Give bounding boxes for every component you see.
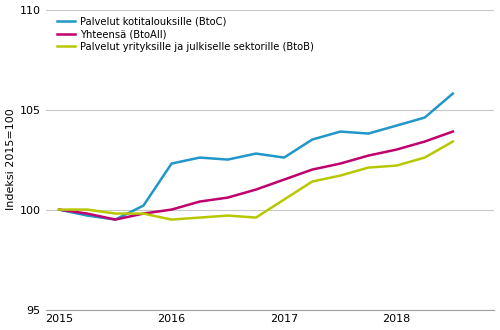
Palvelut yrityksille ja julkiselle sektorille (BtoB) [196,215,202,219]
Yhteensä (BtoAll) [281,178,287,182]
Palvelut yrityksille ja julkiselle sektorille (BtoB) [140,212,146,215]
Palvelut kotitalouksille (BtoC) [56,208,62,212]
Palvelut yrityksille ja julkiselle sektorille (BtoB) [56,208,62,212]
Palvelut yrityksille ja julkiselle sektorille (BtoB) [112,212,118,215]
Palvelut kotitalouksille (BtoC) [196,155,202,159]
Palvelut kotitalouksille (BtoC) [84,214,90,217]
Yhteensä (BtoAll) [253,187,259,191]
Yhteensä (BtoAll) [84,212,90,215]
Palvelut yrityksille ja julkiselle sektorille (BtoB) [422,155,428,159]
Palvelut yrityksille ja julkiselle sektorille (BtoB) [366,166,372,170]
Palvelut yrityksille ja julkiselle sektorille (BtoB) [225,214,231,217]
Y-axis label: Indeksi 2015=100: Indeksi 2015=100 [6,109,16,211]
Palvelut kotitalouksille (BtoC) [140,204,146,208]
Palvelut kotitalouksille (BtoC) [366,132,372,136]
Palvelut yrityksille ja julkiselle sektorille (BtoB) [394,164,400,168]
Yhteensä (BtoAll) [225,196,231,200]
Palvelut kotitalouksille (BtoC) [253,151,259,155]
Yhteensä (BtoAll) [309,168,315,172]
Palvelut kotitalouksille (BtoC) [422,115,428,119]
Palvelut yrityksille ja julkiselle sektorille (BtoB) [168,217,174,221]
Legend: Palvelut kotitalouksille (BtoC), Yhteensä (BtoAll), Palvelut yrityksille ja julk: Palvelut kotitalouksille (BtoC), Yhteens… [55,15,316,53]
Yhteensä (BtoAll) [422,140,428,144]
Palvelut yrityksille ja julkiselle sektorille (BtoB) [309,180,315,183]
Line: Palvelut kotitalouksille (BtoC): Palvelut kotitalouksille (BtoC) [59,94,453,219]
Yhteensä (BtoAll) [196,200,202,204]
Palvelut kotitalouksille (BtoC) [225,158,231,162]
Palvelut yrityksille ja julkiselle sektorille (BtoB) [281,198,287,202]
Yhteensä (BtoAll) [112,217,118,221]
Palvelut yrityksille ja julkiselle sektorille (BtoB) [253,215,259,219]
Palvelut yrityksille ja julkiselle sektorille (BtoB) [84,208,90,212]
Palvelut yrityksille ja julkiselle sektorille (BtoB) [338,174,344,178]
Line: Palvelut yrityksille ja julkiselle sektorille (BtoB): Palvelut yrityksille ja julkiselle sekto… [59,142,453,219]
Yhteensä (BtoAll) [140,212,146,215]
Line: Yhteensä (BtoAll): Yhteensä (BtoAll) [59,132,453,219]
Yhteensä (BtoAll) [366,153,372,157]
Yhteensä (BtoAll) [168,208,174,212]
Yhteensä (BtoAll) [394,148,400,151]
Palvelut kotitalouksille (BtoC) [338,130,344,134]
Yhteensä (BtoAll) [56,208,62,212]
Palvelut kotitalouksille (BtoC) [394,124,400,128]
Yhteensä (BtoAll) [338,162,344,166]
Yhteensä (BtoAll) [450,130,456,134]
Palvelut kotitalouksille (BtoC) [168,162,174,166]
Palvelut kotitalouksille (BtoC) [450,92,456,96]
Palvelut kotitalouksille (BtoC) [112,217,118,221]
Palvelut yrityksille ja julkiselle sektorille (BtoB) [450,140,456,144]
Palvelut kotitalouksille (BtoC) [281,155,287,159]
Palvelut kotitalouksille (BtoC) [309,138,315,142]
